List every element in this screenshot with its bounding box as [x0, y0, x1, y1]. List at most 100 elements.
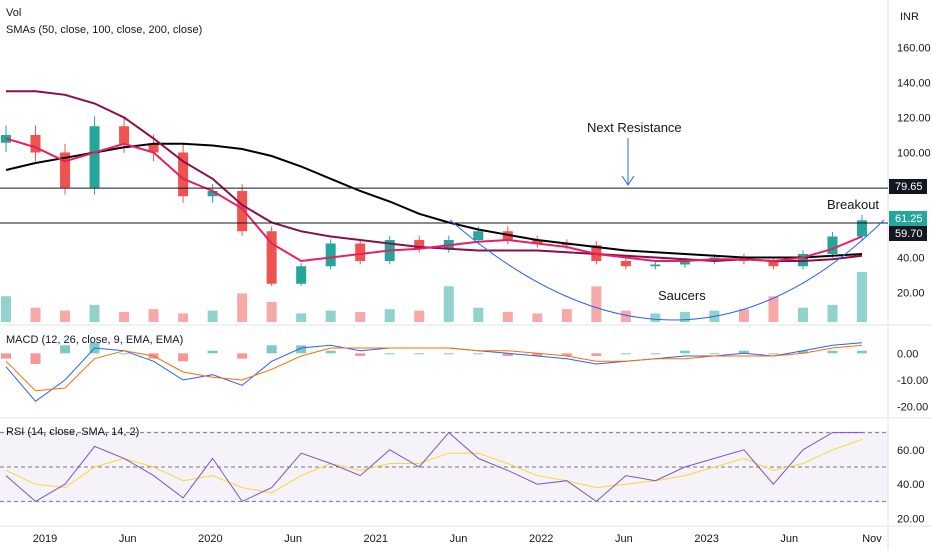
- macd-histogram-bar: [591, 353, 602, 356]
- volume-bar: [827, 304, 838, 322]
- volume-bar: [237, 293, 248, 322]
- macd-tick-label: -10.00: [897, 375, 928, 387]
- candle-body: [237, 191, 248, 232]
- price-tick-label: 100.00: [897, 148, 931, 160]
- macd-histogram-bar: [60, 345, 71, 354]
- volume-bar: [768, 296, 779, 322]
- macd-histogram-bar: [296, 345, 307, 354]
- macd-histogram-bar: [384, 353, 395, 355]
- time-tick-label: Jun: [615, 533, 633, 545]
- annotation-next-resistance[interactable]: Next Resistance: [587, 120, 682, 135]
- candle-body: [266, 231, 277, 284]
- candle-body: [89, 126, 100, 188]
- volume-bar: [502, 312, 513, 322]
- candle-body: [473, 231, 484, 240]
- macd-histogram-bar: [473, 353, 484, 355]
- macd-histogram-bar: [827, 350, 838, 354]
- last-price-tag-label: 61.25: [895, 213, 923, 225]
- sma-200-line: [5, 142, 863, 259]
- macd-histogram-bar: [237, 353, 248, 359]
- candle-body: [119, 126, 130, 144]
- candle-body: [30, 135, 41, 153]
- volume-bar: [650, 313, 661, 322]
- price-tick-label: 160.00: [897, 43, 931, 55]
- candle-body: [414, 240, 425, 249]
- horizontal-levels: [0, 187, 888, 224]
- candle-body: [296, 266, 307, 284]
- annotation-saucers[interactable]: Saucers: [658, 288, 706, 303]
- candle-body: [650, 264, 661, 267]
- macd-series: [1, 342, 867, 402]
- price-tick-label: 120.00: [897, 113, 931, 125]
- macd-histogram-bar: [414, 353, 425, 355]
- candle-body: [60, 152, 71, 188]
- legend-rsi[interactable]: RSI (14, close, SMA, 14, 2): [6, 426, 139, 438]
- volume-bar: [207, 310, 218, 322]
- resistance-price-tag-label: 79.65: [895, 181, 923, 193]
- volume-bar: [119, 312, 130, 322]
- macd-tick-label: -20.00: [897, 402, 928, 414]
- rsi-tick-label: 60.00: [897, 445, 925, 457]
- time-tick-label: 2021: [364, 533, 388, 545]
- candle-body: [355, 243, 366, 261]
- macd-histogram-bar: [561, 353, 572, 356]
- time-tick-label: Jun: [780, 533, 798, 545]
- macd-histogram-bar: [119, 353, 130, 355]
- legend-macd[interactable]: MACD (12, 26, close, 9, EMA, EMA): [6, 334, 183, 346]
- candle-body: [620, 261, 631, 267]
- rsi-ma-line: [5, 439, 863, 494]
- currency-label[interactable]: INR: [900, 11, 919, 23]
- volume-bar: [30, 307, 41, 322]
- time-tick-label: 2022: [529, 533, 553, 545]
- macd-signal-line: [5, 344, 863, 392]
- breakout-price-tag-label: 59.70: [895, 228, 923, 240]
- volume-bar: [414, 310, 425, 322]
- price-tick-label: 140.00: [897, 78, 931, 90]
- macd-histogram-bar: [207, 350, 218, 354]
- volume-bar: [1, 296, 11, 322]
- candle-body: [325, 243, 336, 267]
- rsi-tick-label: 40.00: [897, 479, 925, 491]
- volume-bar: [561, 309, 572, 322]
- candle-body: [532, 240, 543, 244]
- candle-body: [178, 152, 189, 197]
- macd-histogram-bar: [797, 350, 808, 354]
- volume-bar: [857, 272, 867, 322]
- macd-histogram-bar: [709, 353, 720, 355]
- volume-bar: [89, 304, 100, 322]
- saucer-curve[interactable]: [449, 219, 885, 321]
- legend-sma[interactable]: SMAs (50, close, 100, close, 200, close): [6, 24, 202, 36]
- macd-histogram-bar: [679, 350, 690, 354]
- resistance-price-tag: [889, 179, 927, 194]
- volume-bar: [325, 310, 336, 322]
- candle-body: [207, 191, 218, 197]
- last-price-tag: [889, 211, 927, 226]
- rsi-tick-label: 20.00: [897, 514, 925, 526]
- candle-body: [148, 143, 159, 153]
- macd-histogram-bar: [266, 345, 277, 354]
- macd-histogram-bar: [178, 353, 189, 362]
- macd-histogram-bar: [620, 353, 631, 355]
- macd-histogram-bar: [30, 353, 41, 364]
- candle-body: [679, 261, 690, 265]
- annotation-breakout[interactable]: Breakout: [827, 197, 879, 212]
- volume-bar: [178, 313, 189, 322]
- macd-histogram-bar: [768, 353, 779, 355]
- macd-histogram-bar: [502, 353, 513, 356]
- price-tick-label: 20.00: [897, 288, 925, 300]
- time-tick-label: 2023: [694, 533, 718, 545]
- volume-bar: [296, 313, 307, 322]
- volume-bar: [532, 313, 543, 322]
- legend-vol[interactable]: Vol: [6, 7, 21, 19]
- time-tick-label: Jun: [450, 533, 468, 545]
- macd-histogram-bar: [857, 350, 867, 354]
- volume-bar: [266, 302, 277, 322]
- resistance-arrow-head: [621, 175, 635, 186]
- volume-bar: [443, 286, 454, 322]
- rsi-series: [0, 431, 888, 503]
- volume-series: [1, 272, 867, 322]
- volume-bar: [148, 309, 159, 322]
- macd-histogram-bar: [443, 353, 454, 355]
- volume-bar: [355, 312, 366, 322]
